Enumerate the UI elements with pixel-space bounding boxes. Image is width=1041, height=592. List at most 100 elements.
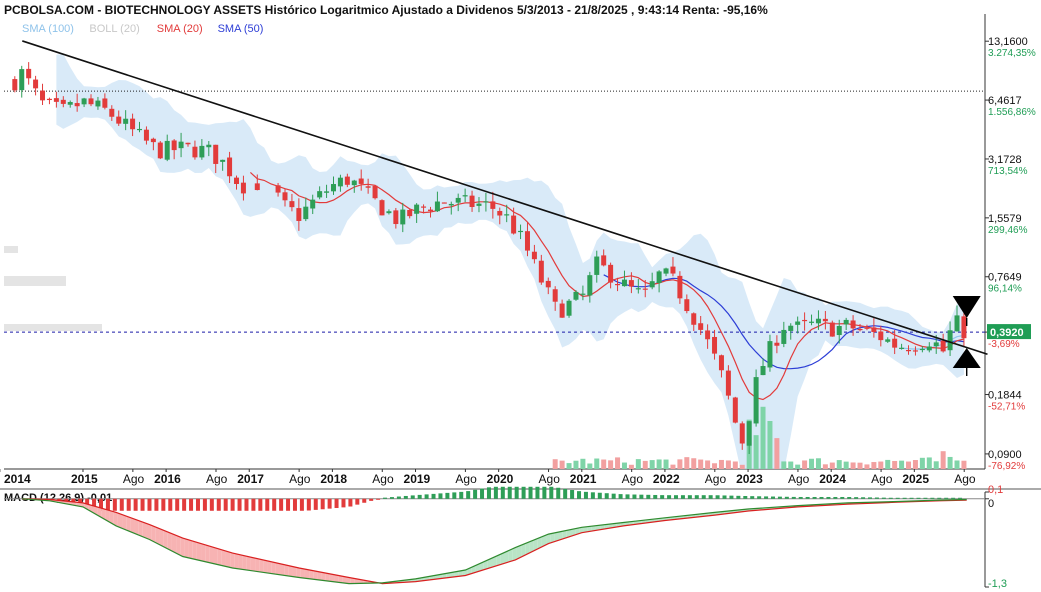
macd-fill bbox=[126, 516, 131, 532]
candle-body bbox=[954, 315, 960, 332]
macd-fill bbox=[487, 558, 493, 569]
macd-fill bbox=[512, 546, 517, 561]
macd-hist-bar bbox=[577, 491, 582, 499]
volume-bar bbox=[725, 460, 731, 469]
legend-item-0: SMA (100) bbox=[22, 23, 74, 35]
volume-bar bbox=[795, 464, 801, 469]
candle-body bbox=[351, 180, 357, 186]
macd-hist-bar bbox=[396, 496, 401, 499]
macd-hist-bar bbox=[861, 497, 866, 499]
x-tick-label: 2015 bbox=[71, 472, 98, 486]
macd-hist-bar bbox=[133, 498, 138, 511]
candle-body bbox=[615, 283, 621, 286]
candle-body bbox=[649, 281, 655, 288]
macd-hist-bar bbox=[604, 493, 609, 499]
macd-hist-bar bbox=[216, 498, 221, 511]
macd-hist-bar bbox=[473, 489, 478, 499]
macd-hist-bar bbox=[847, 497, 852, 499]
candle-body bbox=[296, 208, 302, 221]
candle-body bbox=[137, 128, 143, 131]
macd-hist-bar bbox=[916, 497, 921, 499]
candle-body bbox=[407, 209, 413, 217]
candle-body bbox=[850, 320, 856, 329]
macd-hist-bar bbox=[757, 496, 762, 499]
volume-bar bbox=[705, 460, 711, 469]
macd-fill bbox=[462, 569, 468, 576]
volume-bar bbox=[635, 459, 641, 469]
x-tick-label: 2017 bbox=[237, 472, 264, 486]
candle-body bbox=[171, 140, 177, 151]
x-tick-label: 2023 bbox=[736, 472, 763, 486]
macd-fill bbox=[246, 556, 251, 571]
macd-hist-bar bbox=[403, 495, 408, 499]
macd-fill bbox=[346, 577, 351, 584]
x-tick-label: Ago bbox=[954, 472, 976, 486]
volume-bar bbox=[649, 460, 655, 469]
macd-fill bbox=[437, 574, 443, 579]
macd-fill bbox=[292, 566, 297, 578]
volume-bar bbox=[926, 457, 932, 469]
macd-hist-bar bbox=[320, 498, 325, 510]
macd-hist-bar bbox=[798, 496, 803, 499]
volume-bar bbox=[552, 459, 558, 469]
macd-hist-bar bbox=[147, 498, 152, 511]
candle-body bbox=[621, 279, 627, 287]
macd-hist-bar bbox=[750, 496, 755, 499]
candle-body bbox=[774, 342, 780, 346]
macd-hist-bar bbox=[632, 494, 637, 499]
macd-fill bbox=[450, 571, 455, 578]
candle-body bbox=[12, 79, 18, 91]
macd-fill bbox=[591, 525, 596, 532]
volume-bar bbox=[594, 458, 600, 469]
macd-fill bbox=[275, 562, 281, 575]
candle-body bbox=[511, 215, 517, 234]
y-tick-label: 1,5579 bbox=[988, 213, 1022, 225]
macd-fill bbox=[604, 524, 609, 530]
y-pct-label: 713,54% bbox=[988, 166, 1028, 177]
macd-hist-bar bbox=[597, 492, 602, 499]
macd-fill bbox=[492, 556, 497, 568]
macd-hist-bar bbox=[376, 498, 381, 500]
macd-fill bbox=[242, 555, 247, 571]
candle-body bbox=[531, 251, 537, 260]
macd-hist-bar bbox=[618, 494, 623, 499]
macd-hist-bar bbox=[521, 486, 526, 499]
macd-fill bbox=[350, 577, 355, 584]
volume-bar bbox=[809, 458, 815, 469]
macd-hist-bar bbox=[410, 495, 415, 499]
candle-body bbox=[497, 210, 503, 216]
macd-fill bbox=[575, 527, 580, 535]
macd-fill bbox=[159, 528, 164, 547]
candle-body bbox=[656, 271, 662, 283]
macd-fill bbox=[225, 551, 231, 568]
macd-hist-bar bbox=[930, 497, 935, 499]
macd-hist-bar bbox=[175, 498, 180, 511]
candle-body bbox=[26, 68, 32, 79]
candle-body bbox=[386, 211, 392, 214]
macd-fill bbox=[217, 548, 222, 566]
macd-fill bbox=[304, 569, 310, 579]
candle-body bbox=[878, 331, 884, 341]
macd-fill bbox=[259, 559, 264, 573]
macd-fill bbox=[533, 538, 538, 551]
macd-fill bbox=[338, 575, 343, 583]
macd-hist-bar bbox=[306, 498, 311, 511]
candle-body bbox=[414, 204, 420, 214]
up-arrow-marker bbox=[952, 348, 981, 368]
candle-body bbox=[642, 288, 648, 290]
candle-body bbox=[739, 423, 745, 444]
candle-body bbox=[864, 327, 870, 329]
candle-body bbox=[220, 159, 226, 162]
x-tick-label: 2025 bbox=[902, 472, 929, 486]
volume-bar bbox=[559, 460, 565, 469]
trend-line bbox=[22, 40, 988, 355]
macd-hist-bar bbox=[556, 487, 561, 499]
macd-hist-bar bbox=[625, 494, 630, 499]
x-tick-label: 2021 bbox=[570, 472, 597, 486]
macd-fill bbox=[113, 511, 118, 527]
candle-body bbox=[254, 183, 260, 191]
candle-body bbox=[684, 299, 690, 312]
candle-body bbox=[788, 325, 794, 331]
ladder-block bbox=[4, 276, 66, 286]
x-tick-label: Ago bbox=[539, 472, 561, 486]
